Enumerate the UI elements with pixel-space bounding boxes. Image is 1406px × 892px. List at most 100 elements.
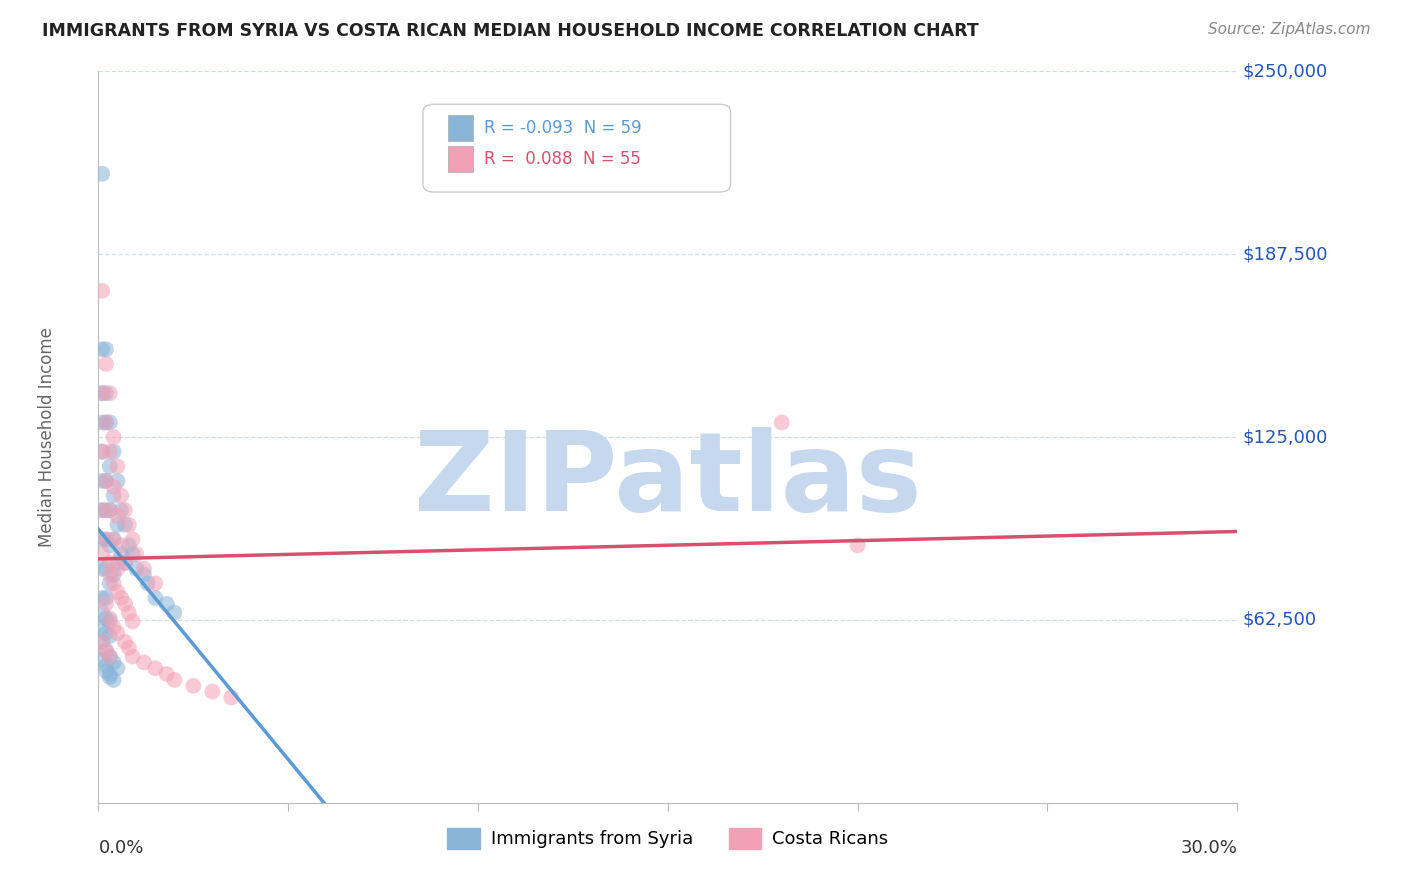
Point bbox=[94, 562, 117, 576]
Point bbox=[98, 615, 121, 629]
Point bbox=[132, 562, 155, 576]
Point bbox=[110, 538, 132, 552]
Text: 0.0%: 0.0% bbox=[98, 839, 143, 857]
Point bbox=[125, 562, 148, 576]
Point bbox=[114, 517, 136, 532]
Point bbox=[94, 503, 117, 517]
Point bbox=[770, 416, 793, 430]
Point bbox=[145, 576, 167, 591]
Point bbox=[94, 357, 117, 371]
Point bbox=[114, 556, 136, 570]
Point bbox=[91, 606, 114, 620]
Point bbox=[91, 444, 114, 458]
Point bbox=[94, 611, 117, 625]
Point bbox=[114, 597, 136, 611]
Point bbox=[107, 661, 129, 675]
Text: R = -0.093  N = 59: R = -0.093 N = 59 bbox=[485, 119, 643, 137]
Point bbox=[103, 480, 125, 494]
Point bbox=[91, 620, 114, 634]
Text: ZIPatlas: ZIPatlas bbox=[413, 427, 922, 534]
Point bbox=[91, 474, 114, 488]
Point bbox=[103, 567, 125, 582]
Point bbox=[114, 635, 136, 649]
Point bbox=[103, 430, 125, 444]
Point bbox=[91, 562, 114, 576]
Point bbox=[136, 576, 159, 591]
Text: Median Household Income: Median Household Income bbox=[38, 327, 56, 547]
Point bbox=[103, 533, 125, 547]
Point bbox=[94, 343, 117, 357]
Point bbox=[103, 576, 125, 591]
Point bbox=[163, 606, 186, 620]
Point bbox=[94, 533, 117, 547]
Point bbox=[98, 444, 121, 458]
Point bbox=[94, 597, 117, 611]
Point bbox=[145, 591, 167, 605]
Point bbox=[98, 416, 121, 430]
Point bbox=[110, 591, 132, 605]
Point bbox=[98, 670, 121, 684]
Point bbox=[91, 547, 114, 561]
Point bbox=[107, 626, 129, 640]
Point bbox=[132, 656, 155, 670]
Point bbox=[103, 489, 125, 503]
Point bbox=[91, 386, 114, 401]
Point bbox=[98, 503, 121, 517]
Point bbox=[107, 509, 129, 524]
Point bbox=[114, 556, 136, 570]
Point bbox=[107, 556, 129, 570]
Point bbox=[91, 635, 114, 649]
Point bbox=[94, 643, 117, 657]
Point bbox=[91, 386, 114, 401]
Point bbox=[98, 386, 121, 401]
Point bbox=[846, 538, 869, 552]
Text: $125,000: $125,000 bbox=[1243, 428, 1329, 446]
Point bbox=[98, 649, 121, 664]
Point bbox=[98, 567, 121, 582]
Point bbox=[118, 517, 141, 532]
Text: R =  0.088  N = 55: R = 0.088 N = 55 bbox=[485, 150, 641, 168]
Point bbox=[91, 416, 114, 430]
Point bbox=[94, 658, 117, 673]
Point bbox=[114, 503, 136, 517]
Point bbox=[94, 416, 117, 430]
Point bbox=[98, 503, 121, 517]
Point bbox=[103, 656, 125, 670]
Point bbox=[91, 591, 114, 605]
Point bbox=[163, 673, 186, 687]
Point bbox=[91, 284, 114, 298]
Text: 30.0%: 30.0% bbox=[1181, 839, 1237, 857]
Point bbox=[110, 503, 132, 517]
Point bbox=[94, 626, 117, 640]
Point bbox=[91, 343, 114, 357]
Point bbox=[98, 629, 121, 643]
Text: $187,500: $187,500 bbox=[1243, 245, 1329, 263]
FancyBboxPatch shape bbox=[423, 104, 731, 192]
Point bbox=[221, 690, 243, 705]
Point bbox=[121, 533, 143, 547]
Point bbox=[125, 547, 148, 561]
Point bbox=[156, 597, 179, 611]
Point bbox=[118, 538, 141, 552]
Point bbox=[121, 649, 143, 664]
Point bbox=[91, 503, 114, 517]
Point bbox=[98, 556, 121, 570]
Point bbox=[98, 611, 121, 625]
Bar bbox=[449, 146, 472, 171]
Point bbox=[107, 517, 129, 532]
Point bbox=[201, 684, 224, 698]
Text: Source: ZipAtlas.com: Source: ZipAtlas.com bbox=[1208, 22, 1371, 37]
Point bbox=[103, 533, 125, 547]
Text: IMMIGRANTS FROM SYRIA VS COSTA RICAN MEDIAN HOUSEHOLD INCOME CORRELATION CHART: IMMIGRANTS FROM SYRIA VS COSTA RICAN MED… bbox=[42, 22, 979, 40]
Point bbox=[132, 567, 155, 582]
Point bbox=[94, 386, 117, 401]
Point bbox=[103, 673, 125, 687]
Point bbox=[91, 444, 114, 458]
Point bbox=[94, 416, 117, 430]
Point bbox=[183, 679, 205, 693]
Point bbox=[121, 547, 143, 561]
Point bbox=[145, 661, 167, 675]
Text: $62,500: $62,500 bbox=[1243, 611, 1317, 629]
Point bbox=[94, 591, 117, 605]
Point bbox=[98, 667, 121, 681]
